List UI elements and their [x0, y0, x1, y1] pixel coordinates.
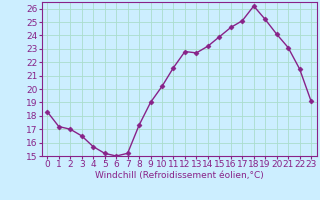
X-axis label: Windchill (Refroidissement éolien,°C): Windchill (Refroidissement éolien,°C) [95, 171, 264, 180]
